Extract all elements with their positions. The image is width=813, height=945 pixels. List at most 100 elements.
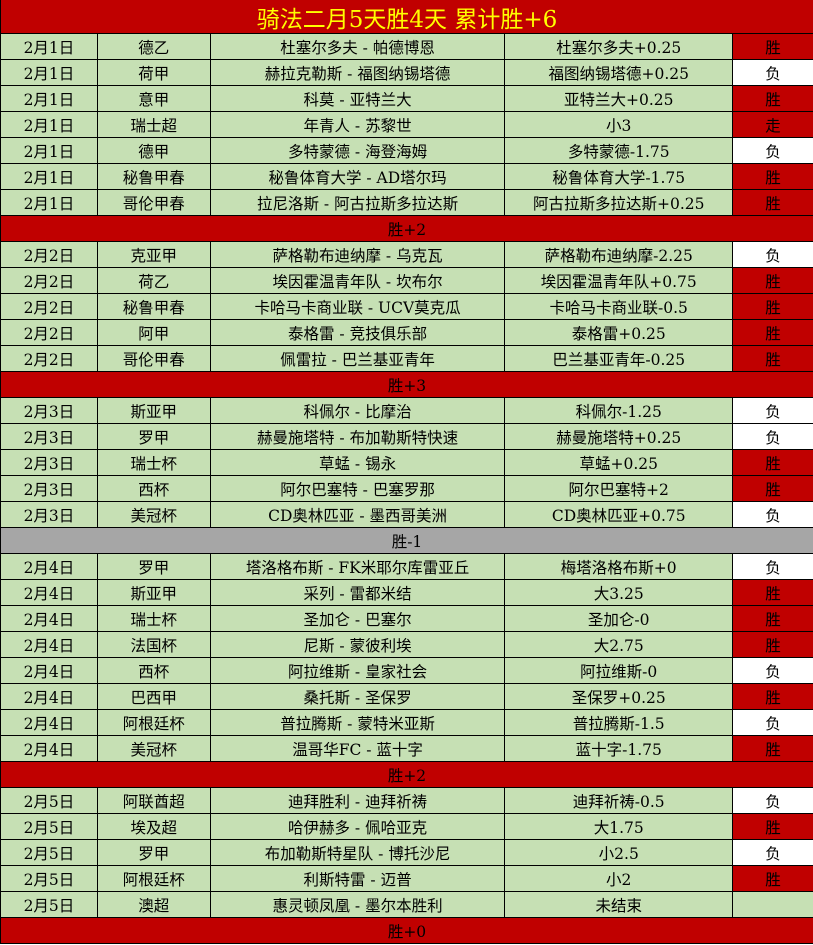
pick-cell: 泰格雷+0.25 <box>505 320 734 345</box>
date-cell: 2月4日 <box>1 554 98 579</box>
match-cell: 惠灵顿凤凰 - 墨尔本胜利 <box>211 892 506 917</box>
result-cell: 负 <box>733 60 813 85</box>
league-cell: 瑞士超 <box>98 112 211 137</box>
table-row: 2月1日 瑞士超 年青人 - 苏黎世 小3 走 <box>1 112 813 138</box>
date-cell: 2月3日 <box>1 398 98 423</box>
table-row: 2月2日 哥伦甲春 佩雷拉 - 巴兰基亚青年 巴兰基亚青年-0.25 胜 <box>1 346 813 372</box>
match-cell: 赫拉克勒斯 - 福图纳锡塔德 <box>211 60 506 85</box>
result-cell: 胜 <box>733 814 813 839</box>
table-row: 2月5日 澳超 惠灵顿凤凰 - 墨尔本胜利 未结束 <box>1 892 813 918</box>
result-cell: 负 <box>733 554 813 579</box>
date-cell: 2月3日 <box>1 476 98 501</box>
result-cell: 胜 <box>733 866 813 891</box>
match-cell: 赫曼施塔特 - 布加勒斯特快速 <box>211 424 506 449</box>
date-cell: 2月1日 <box>1 86 98 111</box>
league-cell: 瑞士杯 <box>98 606 211 631</box>
result-cell: 负 <box>733 658 813 683</box>
day-summary-row: 胜+3 <box>1 372 813 398</box>
pick-cell: 大3.25 <box>505 580 734 605</box>
table-row: 2月4日 法国杯 尼斯 - 蒙彼利埃 大2.75 胜 <box>1 632 813 658</box>
table-row: 2月5日 阿联酋超 迪拜胜利 - 迪拜祈祷 迪拜祈祷-0.5 负 <box>1 788 813 814</box>
pick-cell: 多特蒙德-1.75 <box>505 138 734 163</box>
match-cell: 尼斯 - 蒙彼利埃 <box>211 632 506 657</box>
result-cell: 胜 <box>733 684 813 709</box>
date-cell: 2月1日 <box>1 34 98 59</box>
league-cell: 德甲 <box>98 138 211 163</box>
pick-cell: 科佩尔-1.25 <box>505 398 734 423</box>
day-summary-row: 胜+0 <box>1 918 813 944</box>
table-row: 2月3日 西杯 阿尔巴塞特 - 巴塞罗那 阿尔巴塞特+2 胜 <box>1 476 813 502</box>
result-cell: 胜 <box>733 294 813 319</box>
league-cell: 罗甲 <box>98 424 211 449</box>
date-cell: 2月5日 <box>1 892 98 917</box>
match-cell: 卡哈马卡商业联 - UCV莫克瓜 <box>211 294 506 319</box>
result-cell: 胜 <box>733 476 813 501</box>
date-cell: 2月2日 <box>1 242 98 267</box>
pick-cell: CD奥林匹亚+0.75 <box>505 502 734 527</box>
table-row: 2月2日 荷乙 埃因霍温青年队 - 坎布尔 埃因霍温青年队+0.75 胜 <box>1 268 813 294</box>
result-cell: 胜 <box>733 268 813 293</box>
date-cell: 2月2日 <box>1 346 98 371</box>
date-cell: 2月4日 <box>1 658 98 683</box>
pick-cell: 普拉腾斯-1.5 <box>505 710 734 735</box>
league-cell: 阿根廷杯 <box>98 710 211 735</box>
date-cell: 2月1日 <box>1 164 98 189</box>
result-cell: 负 <box>733 138 813 163</box>
league-cell: 秘鲁甲春 <box>98 164 211 189</box>
result-cell: 胜 <box>733 580 813 605</box>
match-cell: 温哥华FC - 蓝十字 <box>211 736 506 761</box>
table-row: 2月4日 美冠杯 温哥华FC - 蓝十字 蓝十字-1.75 胜 <box>1 736 813 762</box>
pick-cell: 小2.5 <box>505 840 734 865</box>
league-cell: 瑞士杯 <box>98 450 211 475</box>
league-cell: 德乙 <box>98 34 211 59</box>
result-cell: 负 <box>733 788 813 813</box>
pick-cell: 萨格勒布迪纳摩-2.25 <box>505 242 734 267</box>
match-cell: 萨格勒布迪纳摩 - 乌克瓦 <box>211 242 506 267</box>
table-row: 2月1日 秘鲁甲春 秘鲁体育大学 - AD塔尔玛 秘鲁体育大学-1.75 胜 <box>1 164 813 190</box>
date-cell: 2月5日 <box>1 788 98 813</box>
result-cell: 胜 <box>733 86 813 111</box>
pick-cell: 秘鲁体育大学-1.75 <box>505 164 734 189</box>
match-cell: 迪拜胜利 - 迪拜祈祷 <box>211 788 506 813</box>
date-cell: 2月4日 <box>1 606 98 631</box>
league-cell: 阿联酋超 <box>98 788 211 813</box>
table-row: 2月1日 德甲 多特蒙德 - 海登海姆 多特蒙德-1.75 负 <box>1 138 813 164</box>
pick-cell: 阿古拉斯多拉达斯+0.25 <box>505 190 734 215</box>
league-cell: 秘鲁甲春 <box>98 294 211 319</box>
pick-cell: 小2 <box>505 866 734 891</box>
result-cell: 胜 <box>733 450 813 475</box>
result-cell: 负 <box>733 242 813 267</box>
league-cell: 哥伦甲春 <box>98 190 211 215</box>
table-row: 2月5日 阿根廷杯 利斯特雷 - 迈普 小2 胜 <box>1 866 813 892</box>
pick-cell: 圣保罗+0.25 <box>505 684 734 709</box>
date-cell: 2月3日 <box>1 450 98 475</box>
date-cell: 2月4日 <box>1 580 98 605</box>
match-cell: 圣加仑 - 巴塞尔 <box>211 606 506 631</box>
day-summary-row: 胜-1 <box>1 528 813 554</box>
league-cell: 法国杯 <box>98 632 211 657</box>
match-cell: 采列 - 雷都米结 <box>211 580 506 605</box>
day-summary-row: 胜+2 <box>1 216 813 242</box>
league-cell: 意甲 <box>98 86 211 111</box>
result-cell: 胜 <box>733 346 813 371</box>
pick-cell: 阿尔巴塞特+2 <box>505 476 734 501</box>
league-cell: 澳超 <box>98 892 211 917</box>
table-row: 2月4日 罗甲 塔洛格布斯 - FK米耶尔库雷亚丘 梅塔洛格布斯+0 负 <box>1 554 813 580</box>
result-cell: 胜 <box>733 34 813 59</box>
pick-cell: 小3 <box>505 112 734 137</box>
day-summary-row: 胜+2 <box>1 762 813 788</box>
result-cell: 胜 <box>733 164 813 189</box>
match-cell: 杜塞尔多夫 - 帕德博恩 <box>211 34 506 59</box>
league-cell: 埃及超 <box>98 814 211 839</box>
match-cell: 拉尼洛斯 - 阿古拉斯多拉达斯 <box>211 190 506 215</box>
result-cell: 胜 <box>733 320 813 345</box>
pick-cell: 亚特兰大+0.25 <box>505 86 734 111</box>
pick-cell: 杜塞尔多夫+0.25 <box>505 34 734 59</box>
match-cell: 阿拉维斯 - 皇家社会 <box>211 658 506 683</box>
match-cell: 科莫 - 亚特兰大 <box>211 86 506 111</box>
pick-cell: 赫曼施塔特+0.25 <box>505 424 734 449</box>
date-cell: 2月1日 <box>1 112 98 137</box>
league-cell: 荷乙 <box>98 268 211 293</box>
date-cell: 2月4日 <box>1 684 98 709</box>
date-cell: 2月1日 <box>1 190 98 215</box>
